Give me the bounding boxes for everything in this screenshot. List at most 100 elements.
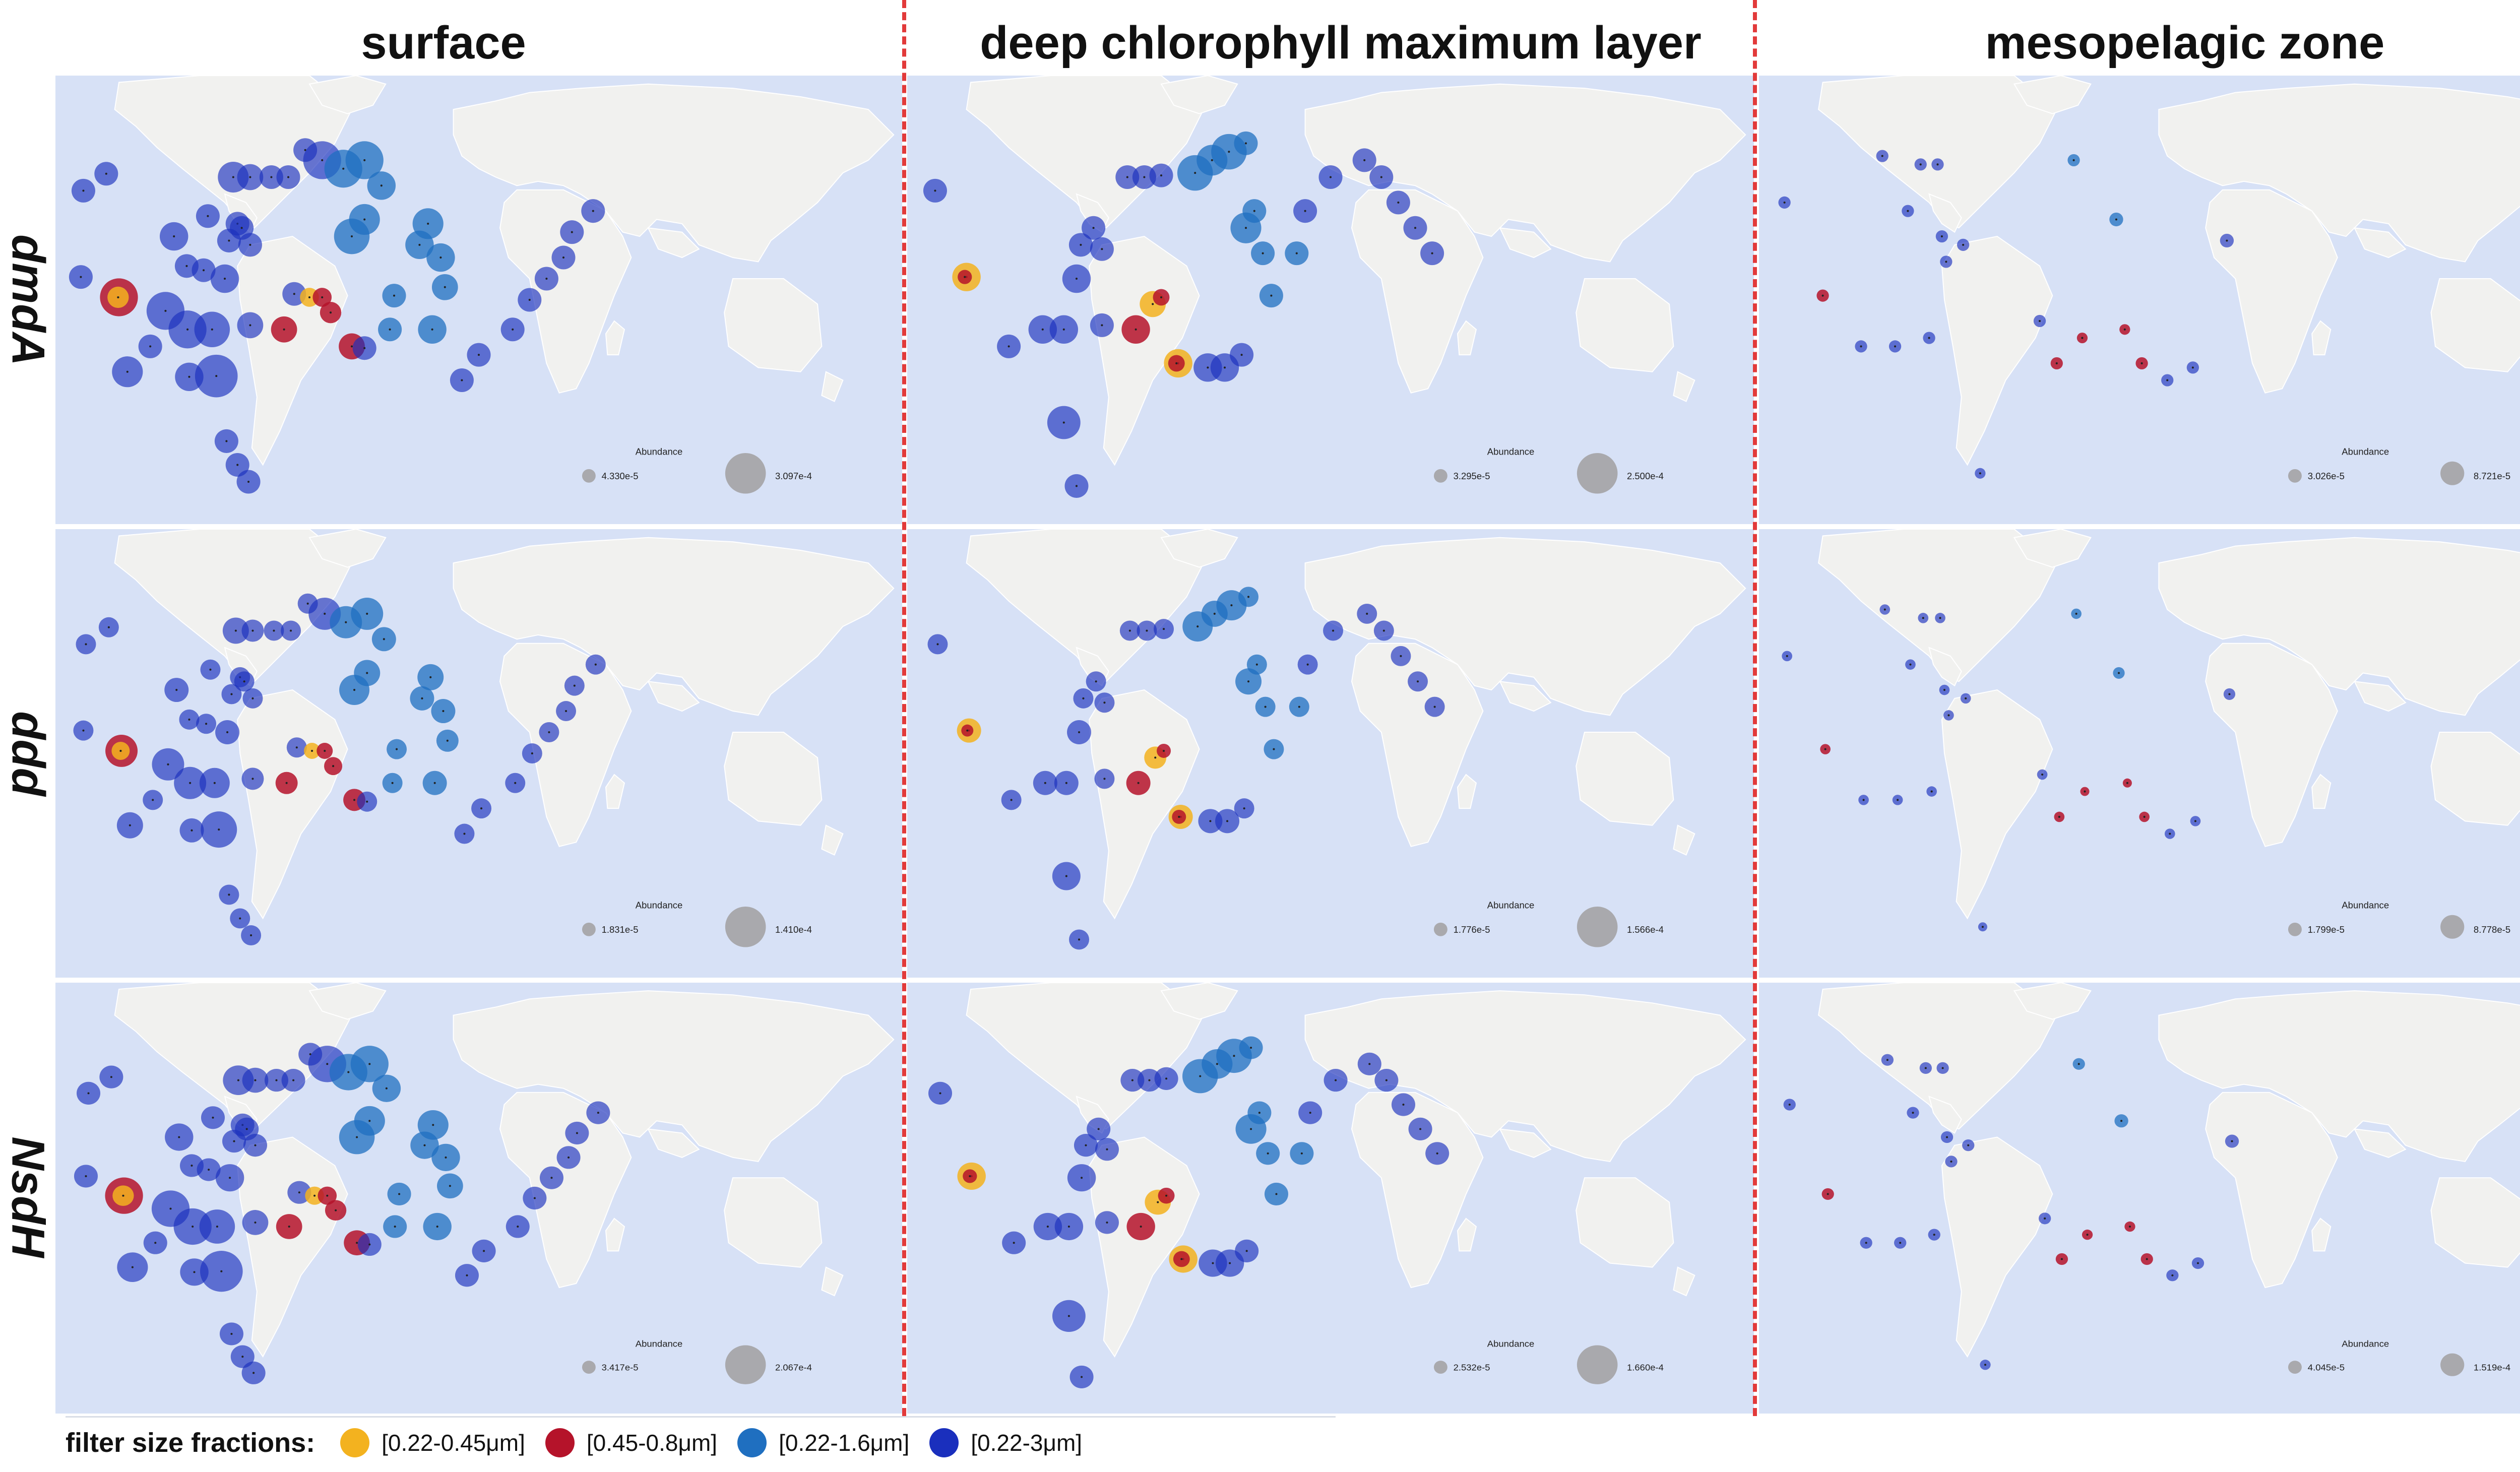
sample-point: [287, 176, 290, 178]
row-label-ddd: ddd: [2, 711, 54, 796]
sample-point: [254, 1221, 257, 1224]
sample-point: [964, 276, 966, 278]
sample-point: [1332, 629, 1335, 632]
sample-point: [321, 159, 324, 161]
sample-point: [2140, 362, 2143, 364]
sample-point: [186, 328, 189, 331]
sample-point: [228, 239, 230, 242]
sample-point: [1143, 176, 1146, 178]
sample-point: [1165, 1077, 1168, 1080]
sample-point: [1368, 1063, 1371, 1065]
sample-point: [2086, 1234, 2089, 1236]
abundance-max-circle: [2440, 461, 2465, 485]
sample-point: [308, 296, 311, 298]
abundance-key: Abundance 3.026e-5 8.721e-5: [2288, 446, 2510, 485]
landmass: [499, 189, 632, 394]
sample-point: [531, 752, 533, 755]
abundance-min-label: 3.417e-5: [602, 1363, 639, 1373]
world-map: Abundance 3.026e-5 8.721e-5: [1759, 76, 2520, 524]
sample-point: [1363, 159, 1366, 161]
sample-point: [2226, 239, 2228, 242]
landmass: [1941, 689, 2053, 920]
sample-point: [1366, 612, 1368, 615]
sample-point: [290, 629, 292, 632]
sample-point: [366, 612, 368, 615]
abundance-min-label: 4.045e-5: [2308, 1363, 2345, 1373]
column-title-surface: surface: [361, 17, 526, 69]
sample-point: [1081, 1177, 1083, 1179]
sample-point: [1783, 201, 1786, 204]
legend-item-3: [0.22-3μm]: [929, 1428, 1082, 1457]
sample-point: [1209, 820, 1212, 822]
yellow-dot-icon: [340, 1428, 370, 1457]
landmass: [1928, 1096, 1962, 1134]
sample-point: [230, 1332, 233, 1335]
divider-left: [902, 0, 906, 1416]
sample-point: [129, 824, 131, 826]
sample-point: [1267, 1152, 1269, 1155]
landmass: [605, 1218, 625, 1252]
sample-point: [1883, 608, 1886, 611]
abundance-key: Abundance 1.799e-5 8.778e-5: [2288, 900, 2510, 939]
sample-point: [283, 328, 285, 331]
sample-point: [421, 697, 423, 699]
legend-label: [0.22-3μm]: [971, 1430, 1083, 1456]
landmass: [821, 1266, 844, 1297]
sample-point: [1936, 163, 1939, 166]
sample-point: [449, 1185, 451, 1187]
sample-point: [225, 440, 228, 442]
sample-point: [298, 1191, 300, 1194]
sample-point: [1941, 1067, 1944, 1069]
sample-point: [427, 222, 429, 225]
sample-point: [324, 612, 326, 615]
sample-point: [251, 629, 254, 632]
sample-point: [389, 328, 391, 331]
sample-point: [1329, 176, 1332, 178]
sample-point: [1865, 1242, 1867, 1244]
map-panel-NsdH-mesopelagic: Abundance 4.045e-5 1.519e-4: [1759, 983, 2520, 1414]
sample-point: [444, 286, 446, 288]
sample-point: [107, 626, 110, 628]
map-panel-ddd-dcm: Abundance 1.776e-5 1.566e-4: [907, 529, 1754, 978]
sample-point: [1862, 799, 1865, 801]
sample-point: [253, 1372, 255, 1374]
sample-point: [189, 782, 192, 784]
sample-point: [394, 1226, 396, 1228]
sample-point: [433, 782, 436, 784]
sample-point: [1211, 159, 1213, 161]
abundance-min-circle: [582, 469, 596, 483]
landmass: [1089, 689, 1200, 920]
sample-point: [1233, 1055, 1235, 1057]
sample-point: [192, 1226, 194, 1228]
sample-point: [1894, 345, 1897, 348]
world-map: Abundance 4.330e-5 3.097e-4: [55, 76, 902, 524]
landmass: [453, 537, 895, 716]
abundance-key: Abundance 4.330e-5 3.097e-4: [582, 446, 812, 494]
sample-point: [571, 231, 573, 233]
abundance-min-label: 3.295e-5: [1454, 471, 1490, 481]
sample-point: [1075, 278, 1078, 280]
abundance-max-label: 1.410e-4: [775, 924, 812, 935]
sample-point: [1243, 807, 1245, 810]
landmass: [2353, 227, 2407, 259]
sample-point: [1135, 328, 1137, 331]
landmass: [1576, 278, 1674, 372]
sample-point: [209, 668, 212, 671]
sample-point: [285, 782, 288, 784]
sample-point: [164, 309, 167, 312]
sample-point: [220, 1270, 223, 1272]
legend-item-08: [0.45-0.8μm]: [545, 1428, 717, 1457]
abundance-max-label: 8.721e-5: [2474, 471, 2510, 481]
sample-point: [2166, 379, 2169, 381]
legend-label: [0.22-1.6μm]: [779, 1430, 910, 1456]
sample-point: [306, 602, 309, 605]
abundance-key: Abundance 1.776e-5 1.566e-4: [1433, 900, 1664, 947]
sample-point: [1417, 680, 1419, 683]
abundance-key: Abundance 1.831e-5 1.410e-4: [582, 900, 812, 947]
landmass: [821, 371, 844, 402]
sample-point: [368, 1120, 371, 1122]
sample-point: [1981, 926, 1984, 928]
landmass: [2430, 1177, 2520, 1268]
sample-point: [1400, 655, 1402, 657]
sample-point: [1062, 421, 1065, 424]
